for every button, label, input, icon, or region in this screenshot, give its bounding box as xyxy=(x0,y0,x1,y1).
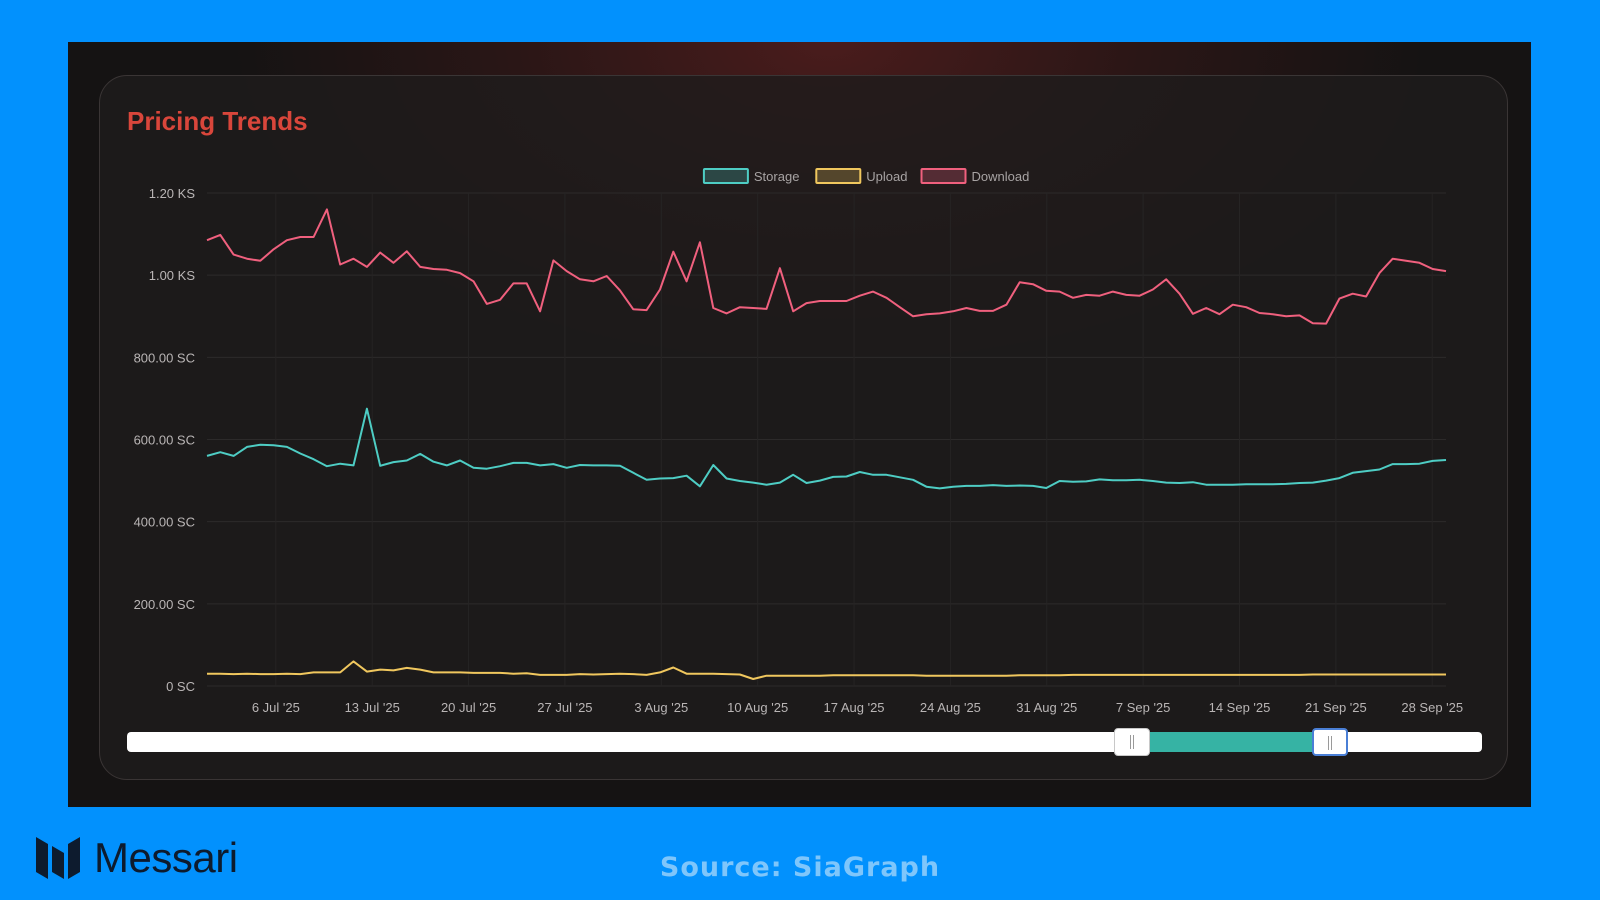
grip-icon xyxy=(1328,736,1333,750)
y-tick-label: 0 SC xyxy=(166,679,195,694)
y-tick-label: 200.00 SC xyxy=(134,597,195,612)
series-line-storage xyxy=(206,407,1447,490)
source-caption: Source: SiaGraph xyxy=(659,852,941,883)
series-line-download xyxy=(206,208,1447,325)
pricing-trends-card: Pricing Trends 0 SC 200.00 SC 400.00 SC 600… xyxy=(99,75,1508,780)
y-tick-label: 600.00 SC xyxy=(134,433,195,448)
grip-icon xyxy=(1130,735,1135,749)
x-tick-label: 6 Jul '25 xyxy=(252,700,300,715)
pricing-chart: 0 SC 200.00 SC 400.00 SC 600.00 SC 800.00 SC… xyxy=(134,168,1463,715)
messari-brand: Messari xyxy=(36,834,238,881)
messari-logo-icon xyxy=(36,837,80,879)
x-tick-label: 17 Aug '25 xyxy=(824,700,885,715)
x-tick-label: 10 Aug '25 xyxy=(727,700,788,715)
legend-label-upload: Upload xyxy=(866,169,907,184)
legend-swatch-storage xyxy=(702,168,749,184)
date-range-slider[interactable] xyxy=(127,728,1482,756)
screenshot-frame: Pricing Trends 0 SC 200.00 SC 400.00 SC 600… xyxy=(68,42,1531,807)
legend-swatch-upload xyxy=(815,168,862,184)
y-tick-label: 400.00 SC xyxy=(134,515,195,530)
brand-name: Messari xyxy=(94,834,238,881)
slider-handle-end[interactable] xyxy=(1312,728,1349,756)
chart-title: Pricing Trends xyxy=(127,106,308,136)
legend-label-download: Download xyxy=(972,169,1030,184)
x-tick-label: 20 Jul '25 xyxy=(441,700,496,715)
slider-handle-start[interactable] xyxy=(1114,728,1151,756)
x-tick-label: 14 Sep '25 xyxy=(1209,700,1271,715)
x-tick-label: 27 Jul '25 xyxy=(537,700,592,715)
x-tick-label: 3 Aug '25 xyxy=(634,700,688,715)
y-tick-label: 1.20 KS xyxy=(149,186,196,201)
x-tick-label: 13 Jul '25 xyxy=(345,700,400,715)
x-tick-label: 31 Aug '25 xyxy=(1016,700,1077,715)
legend-swatch-download xyxy=(920,168,967,184)
series-line-upload xyxy=(207,660,1446,680)
legend-label-storage: Storage xyxy=(754,169,800,184)
y-tick-label: 800.00 SC xyxy=(134,350,195,365)
x-tick-label: 24 Aug '25 xyxy=(920,700,981,715)
slider-selected-range[interactable] xyxy=(1132,732,1331,752)
x-tick-label: 7 Sep '25 xyxy=(1116,700,1171,715)
y-tick-label: 1.00 KS xyxy=(149,268,196,283)
x-tick-label: 21 Sep '25 xyxy=(1305,700,1367,715)
x-tick-label: 28 Sep '25 xyxy=(1401,700,1463,715)
